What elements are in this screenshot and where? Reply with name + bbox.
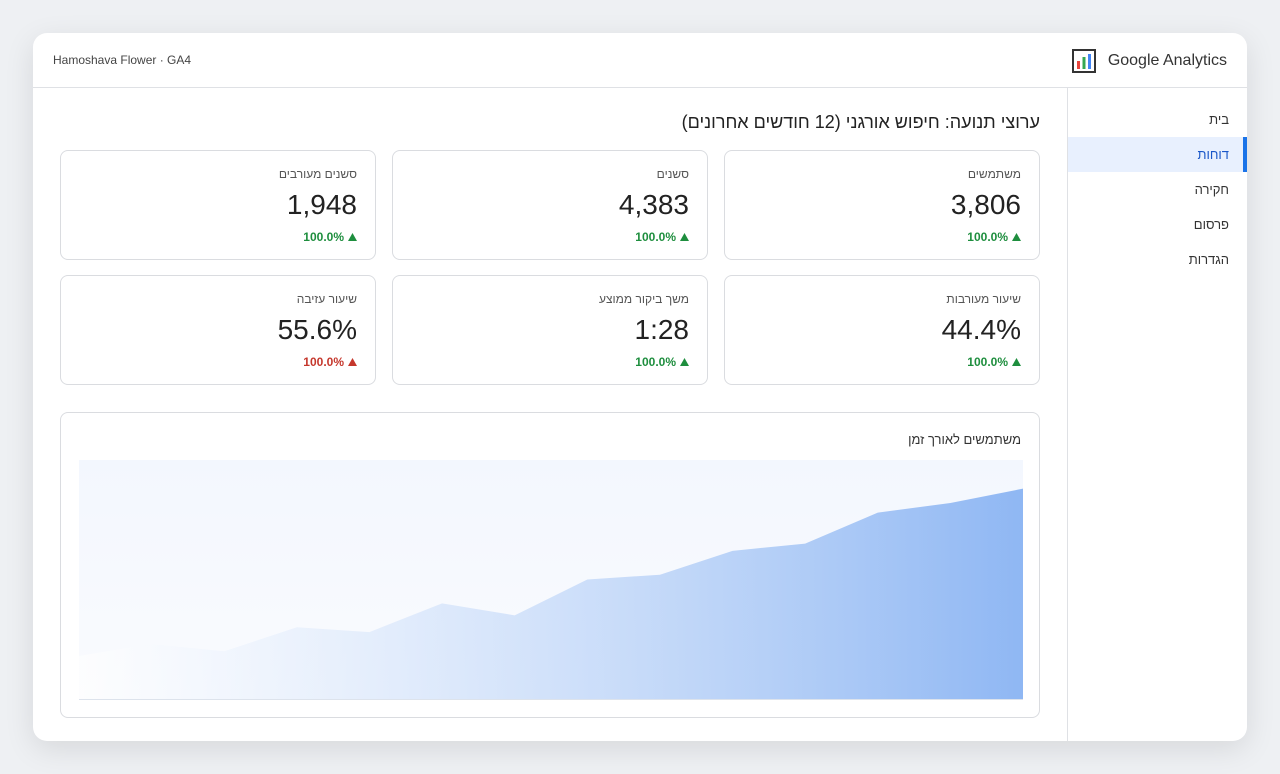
kpi-change-value: 100.0% bbox=[967, 230, 1008, 244]
kpi-value: 1,948 bbox=[286, 189, 357, 220]
nav-item[interactable]: פרסום bbox=[1193, 217, 1229, 232]
chart bbox=[79, 460, 1023, 700]
kpi-value: 55.6% bbox=[277, 314, 357, 345]
page-title: ערוצי תנועה: חיפוש אורגני (12 חודשים אחר… bbox=[681, 112, 1040, 132]
nav-item[interactable]: דוחות bbox=[1068, 137, 1247, 172]
brand: Google Analytics bbox=[1071, 49, 1227, 73]
logo bbox=[1071, 49, 1096, 73]
kpi-label: שיעור עזיבה bbox=[296, 292, 357, 306]
kpi-change: 100.0% bbox=[79, 355, 357, 369]
kpi-change-value: 100.0% bbox=[303, 230, 344, 244]
kpi-change: 100.0% bbox=[79, 230, 357, 244]
app-window: Hamoshava Flower · GA4 Google Analytics … bbox=[33, 33, 1247, 741]
sidebar: בית דוחות חקירה פרסום הגדרות bbox=[1067, 88, 1247, 741]
up-arrow bbox=[348, 358, 357, 366]
nav-item[interactable]: הגדרות bbox=[1188, 252, 1229, 267]
kpi-value: 44.4% bbox=[941, 314, 1021, 345]
chart-title: משתמשים לאורך זמן bbox=[908, 432, 1021, 447]
kpi-change-value: 100.0% bbox=[635, 355, 676, 369]
kpi-change-value: 100.0% bbox=[635, 230, 676, 244]
up-arrow bbox=[680, 358, 689, 366]
kpi-change: 100.0% bbox=[411, 230, 689, 244]
kpi-change: 100.0% bbox=[411, 355, 689, 369]
up-arrow bbox=[1012, 233, 1021, 241]
kpi-card: שיעור מעורבות 44.4% 100.0% bbox=[724, 275, 1040, 385]
up-arrow bbox=[680, 233, 689, 241]
kpi-grid: משתמשים 3,806 100.0% סשנים 4,383 100.0% סשנים … bbox=[60, 150, 1040, 385]
product-name: Google Analytics bbox=[1107, 52, 1227, 69]
kpi-change: 100.0% bbox=[743, 230, 1021, 244]
kpi-card: משך ביקור ממוצע 1:28 100.0% bbox=[392, 275, 708, 385]
property-name[interactable]: Hamoshava Flower · GA4 bbox=[53, 53, 192, 67]
kpi-label: משך ביקור ממוצע bbox=[599, 292, 689, 306]
kpi-card: סשנים 4,383 100.0% bbox=[392, 150, 708, 260]
kpi-label: סשנים bbox=[656, 167, 689, 181]
nav-item[interactable]: בית bbox=[1209, 112, 1229, 127]
kpi-label: סשנים מעורבים bbox=[278, 167, 357, 181]
kpi-label: שיעור מעורבות bbox=[946, 292, 1021, 306]
kpi-value: 4,383 bbox=[618, 189, 689, 220]
nav-item[interactable]: חקירה bbox=[1194, 182, 1229, 197]
up-arrow bbox=[348, 233, 357, 241]
kpi-change: 100.0% bbox=[743, 355, 1021, 369]
kpi-card: סשנים מעורבים 1,948 100.0% bbox=[60, 150, 376, 260]
kpi-change-value: 100.0% bbox=[967, 355, 1008, 369]
kpi-change-value: 100.0% bbox=[303, 355, 344, 369]
chart-card: משתמשים לאורך זמן bbox=[60, 412, 1040, 718]
kpi-value: 3,806 bbox=[950, 189, 1021, 220]
kpi-card: שיעור עזיבה 55.6% 100.0% bbox=[60, 275, 376, 385]
area bbox=[79, 488, 1023, 699]
kpi-card: משתמשים 3,806 100.0% bbox=[724, 150, 1040, 260]
top-bar: Hamoshava Flower · GA4 Google Analytics bbox=[33, 33, 1247, 88]
kpi-label: משתמשים bbox=[967, 167, 1021, 181]
kpi-value: 1:28 bbox=[634, 314, 690, 345]
up-arrow bbox=[1012, 358, 1021, 366]
